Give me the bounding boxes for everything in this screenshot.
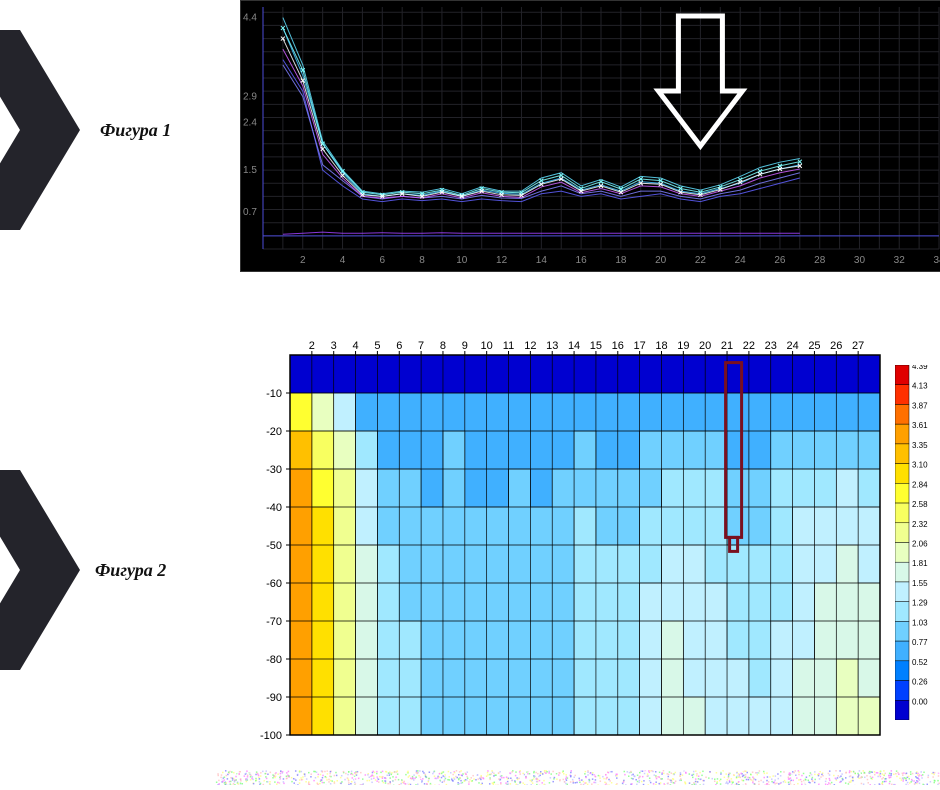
svg-text:3: 3	[331, 340, 337, 352]
svg-text:18: 18	[615, 255, 627, 266]
svg-text:3.10: 3.10	[912, 461, 928, 470]
svg-text:30: 30	[854, 255, 866, 266]
svg-text:20: 20	[699, 340, 711, 352]
svg-text:8: 8	[440, 340, 446, 352]
svg-text:-40: -40	[266, 502, 282, 514]
figure-1-chart: 2468101214161820222426283032340.71.52.42…	[240, 0, 940, 272]
chevron-decor-1	[0, 30, 80, 230]
svg-text:-30: -30	[266, 464, 282, 476]
svg-text:0.77: 0.77	[912, 638, 928, 647]
svg-text:4.39: 4.39	[912, 365, 928, 371]
svg-text:6: 6	[380, 255, 386, 266]
svg-text:-90: -90	[266, 692, 282, 704]
svg-text:3.87: 3.87	[912, 401, 928, 410]
svg-text:6: 6	[396, 340, 402, 352]
chevron-shape	[0, 470, 80, 670]
svg-text:14: 14	[568, 340, 580, 352]
svg-text:10: 10	[481, 340, 493, 352]
svg-text:2.84: 2.84	[912, 480, 928, 489]
svg-text:0.7: 0.7	[243, 207, 257, 218]
svg-text:17: 17	[634, 340, 646, 352]
svg-text:18: 18	[655, 340, 667, 352]
svg-text:27: 27	[852, 340, 864, 352]
svg-text:5: 5	[374, 340, 380, 352]
figure-1-svg: 2468101214161820222426283032340.71.52.42…	[241, 1, 940, 271]
figure-1-label: Фигура 1	[100, 120, 171, 141]
svg-text:1.03: 1.03	[912, 618, 928, 627]
svg-text:1.55: 1.55	[912, 579, 928, 588]
figure-2-legend: 4.39 4.13 3.87 3.61 3.35 3.10 2.84 2.58 2.32 2.06…	[895, 365, 935, 720]
figure-2-chart: 2345678910111213141516171819202122232425…	[245, 335, 885, 740]
svg-text:-70: -70	[266, 616, 282, 628]
svg-text:8: 8	[419, 255, 425, 266]
svg-text:22: 22	[695, 255, 707, 266]
svg-text:2.4: 2.4	[243, 118, 257, 129]
svg-text:3.61: 3.61	[912, 421, 928, 430]
legend-svg: 4.39 4.13 3.87 3.61 3.35 3.10 2.84 2.58 2.32 2.06…	[895, 365, 935, 720]
svg-text:13: 13	[546, 340, 558, 352]
svg-text:12: 12	[496, 255, 508, 266]
svg-text:4.4: 4.4	[243, 13, 257, 24]
svg-text:4: 4	[352, 340, 358, 352]
svg-text:28: 28	[814, 255, 826, 266]
svg-text:0.00: 0.00	[912, 697, 928, 706]
svg-text:-60: -60	[266, 578, 282, 590]
svg-text:4: 4	[340, 255, 346, 266]
svg-text:24: 24	[786, 340, 798, 352]
svg-text:24: 24	[735, 255, 747, 266]
svg-text:22: 22	[743, 340, 755, 352]
svg-text:-20: -20	[266, 426, 282, 438]
noise-strip	[215, 770, 940, 785]
svg-text:9: 9	[462, 340, 468, 352]
svg-text:19: 19	[677, 340, 689, 352]
svg-text:-100: -100	[260, 730, 282, 740]
svg-text:-50: -50	[266, 540, 282, 552]
svg-text:2: 2	[300, 255, 306, 266]
figure-2-svg: 2345678910111213141516171819202122232425…	[245, 335, 885, 740]
page: Фигура 1 Фигура 2 2468101214161820222426…	[0, 0, 940, 788]
svg-text:2.58: 2.58	[912, 500, 928, 509]
figure-2-label: Фигура 2	[95, 560, 166, 581]
svg-text:14: 14	[536, 255, 548, 266]
svg-text:26: 26	[830, 340, 842, 352]
svg-text:7: 7	[418, 340, 424, 352]
svg-text:34: 34	[933, 255, 940, 266]
svg-text:2.32: 2.32	[912, 520, 928, 529]
svg-text:1.81: 1.81	[912, 559, 928, 568]
svg-text:32: 32	[894, 255, 906, 266]
svg-text:16: 16	[576, 255, 588, 266]
svg-text:16: 16	[612, 340, 624, 352]
svg-text:15: 15	[590, 340, 602, 352]
svg-text:23: 23	[765, 340, 777, 352]
svg-text:11: 11	[503, 340, 514, 352]
svg-text:0.26: 0.26	[912, 678, 928, 687]
svg-text:1.29: 1.29	[912, 599, 928, 608]
svg-text:26: 26	[774, 255, 786, 266]
svg-text:-80: -80	[266, 654, 282, 666]
svg-text:0.52: 0.52	[912, 658, 928, 667]
svg-text:1.5: 1.5	[243, 165, 257, 176]
svg-text:21: 21	[721, 340, 733, 352]
svg-text:4.13: 4.13	[912, 382, 928, 391]
svg-text:-10: -10	[266, 388, 282, 400]
chevron-decor-2	[0, 470, 80, 670]
svg-text:2.9: 2.9	[243, 91, 257, 102]
svg-text:2: 2	[309, 340, 315, 352]
svg-text:20: 20	[655, 255, 667, 266]
svg-text:10: 10	[456, 255, 468, 266]
svg-text:25: 25	[808, 340, 820, 352]
svg-text:2.06: 2.06	[912, 540, 928, 549]
svg-text:3.35: 3.35	[912, 441, 928, 450]
chevron-shape	[0, 30, 80, 230]
svg-text:12: 12	[524, 340, 536, 352]
